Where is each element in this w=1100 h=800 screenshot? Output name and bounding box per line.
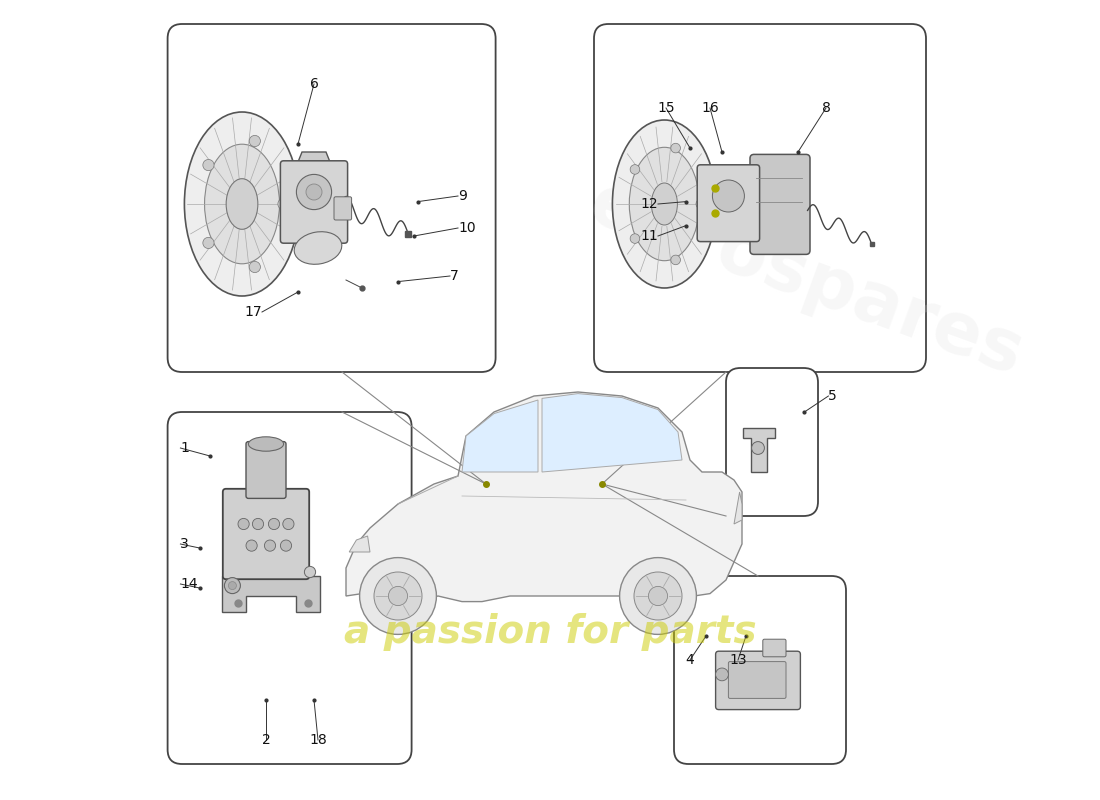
Circle shape: [296, 174, 331, 210]
Circle shape: [360, 558, 437, 634]
Text: 16: 16: [701, 101, 719, 115]
Circle shape: [268, 518, 279, 530]
FancyBboxPatch shape: [223, 489, 309, 579]
Circle shape: [250, 262, 261, 273]
FancyBboxPatch shape: [334, 197, 352, 220]
Text: eurospares: eurospares: [580, 170, 1033, 390]
Text: 11: 11: [640, 229, 658, 243]
FancyBboxPatch shape: [716, 651, 801, 710]
Circle shape: [252, 518, 264, 530]
Text: a passion for parts: a passion for parts: [343, 613, 757, 651]
Circle shape: [283, 518, 294, 530]
Circle shape: [224, 578, 241, 594]
Circle shape: [619, 558, 696, 634]
Circle shape: [388, 586, 408, 606]
FancyBboxPatch shape: [167, 412, 411, 764]
Polygon shape: [349, 536, 370, 552]
Circle shape: [202, 159, 215, 170]
Ellipse shape: [651, 183, 678, 225]
Text: 6: 6: [309, 77, 318, 91]
Text: 5: 5: [828, 389, 837, 403]
FancyBboxPatch shape: [674, 576, 846, 764]
Circle shape: [305, 566, 316, 578]
Text: 12: 12: [640, 197, 658, 211]
Polygon shape: [290, 152, 340, 252]
Ellipse shape: [629, 147, 700, 261]
Polygon shape: [742, 428, 774, 472]
Circle shape: [751, 442, 764, 454]
Text: 17: 17: [244, 305, 262, 319]
Ellipse shape: [227, 178, 257, 230]
Text: 1: 1: [180, 441, 189, 455]
FancyBboxPatch shape: [594, 24, 926, 372]
Text: 15: 15: [657, 101, 674, 115]
FancyBboxPatch shape: [280, 161, 348, 243]
Circle shape: [696, 199, 705, 209]
FancyBboxPatch shape: [167, 24, 496, 372]
Circle shape: [202, 238, 215, 249]
FancyBboxPatch shape: [246, 442, 286, 498]
Ellipse shape: [613, 120, 716, 288]
Circle shape: [278, 198, 289, 210]
Circle shape: [374, 572, 422, 620]
Circle shape: [630, 234, 640, 243]
Circle shape: [246, 540, 257, 551]
Polygon shape: [346, 392, 742, 602]
Text: 9: 9: [458, 189, 466, 203]
Text: 4: 4: [685, 653, 694, 667]
Circle shape: [713, 180, 745, 212]
FancyBboxPatch shape: [750, 154, 810, 254]
Text: 8: 8: [822, 101, 830, 115]
Text: 2: 2: [262, 733, 271, 747]
Circle shape: [250, 135, 261, 146]
Ellipse shape: [249, 437, 284, 451]
Ellipse shape: [185, 112, 299, 296]
FancyBboxPatch shape: [697, 165, 760, 242]
FancyBboxPatch shape: [762, 639, 786, 657]
Circle shape: [280, 540, 292, 551]
Circle shape: [264, 540, 276, 551]
Polygon shape: [542, 394, 682, 472]
Polygon shape: [462, 400, 538, 472]
Circle shape: [716, 668, 728, 681]
Circle shape: [630, 165, 640, 174]
Ellipse shape: [294, 232, 342, 264]
Circle shape: [306, 184, 322, 200]
Circle shape: [671, 255, 681, 265]
Circle shape: [238, 518, 250, 530]
Text: 14: 14: [180, 577, 198, 591]
Polygon shape: [734, 492, 742, 524]
Circle shape: [671, 143, 681, 153]
Text: 7: 7: [450, 269, 459, 283]
Polygon shape: [222, 576, 320, 612]
Text: 13: 13: [729, 653, 747, 667]
Text: 18: 18: [309, 733, 327, 747]
Text: 3: 3: [180, 537, 189, 551]
Text: 10: 10: [458, 221, 475, 235]
Circle shape: [648, 586, 668, 606]
Circle shape: [634, 572, 682, 620]
Circle shape: [229, 582, 236, 590]
FancyBboxPatch shape: [728, 662, 786, 698]
Ellipse shape: [205, 144, 279, 264]
FancyBboxPatch shape: [726, 368, 818, 516]
